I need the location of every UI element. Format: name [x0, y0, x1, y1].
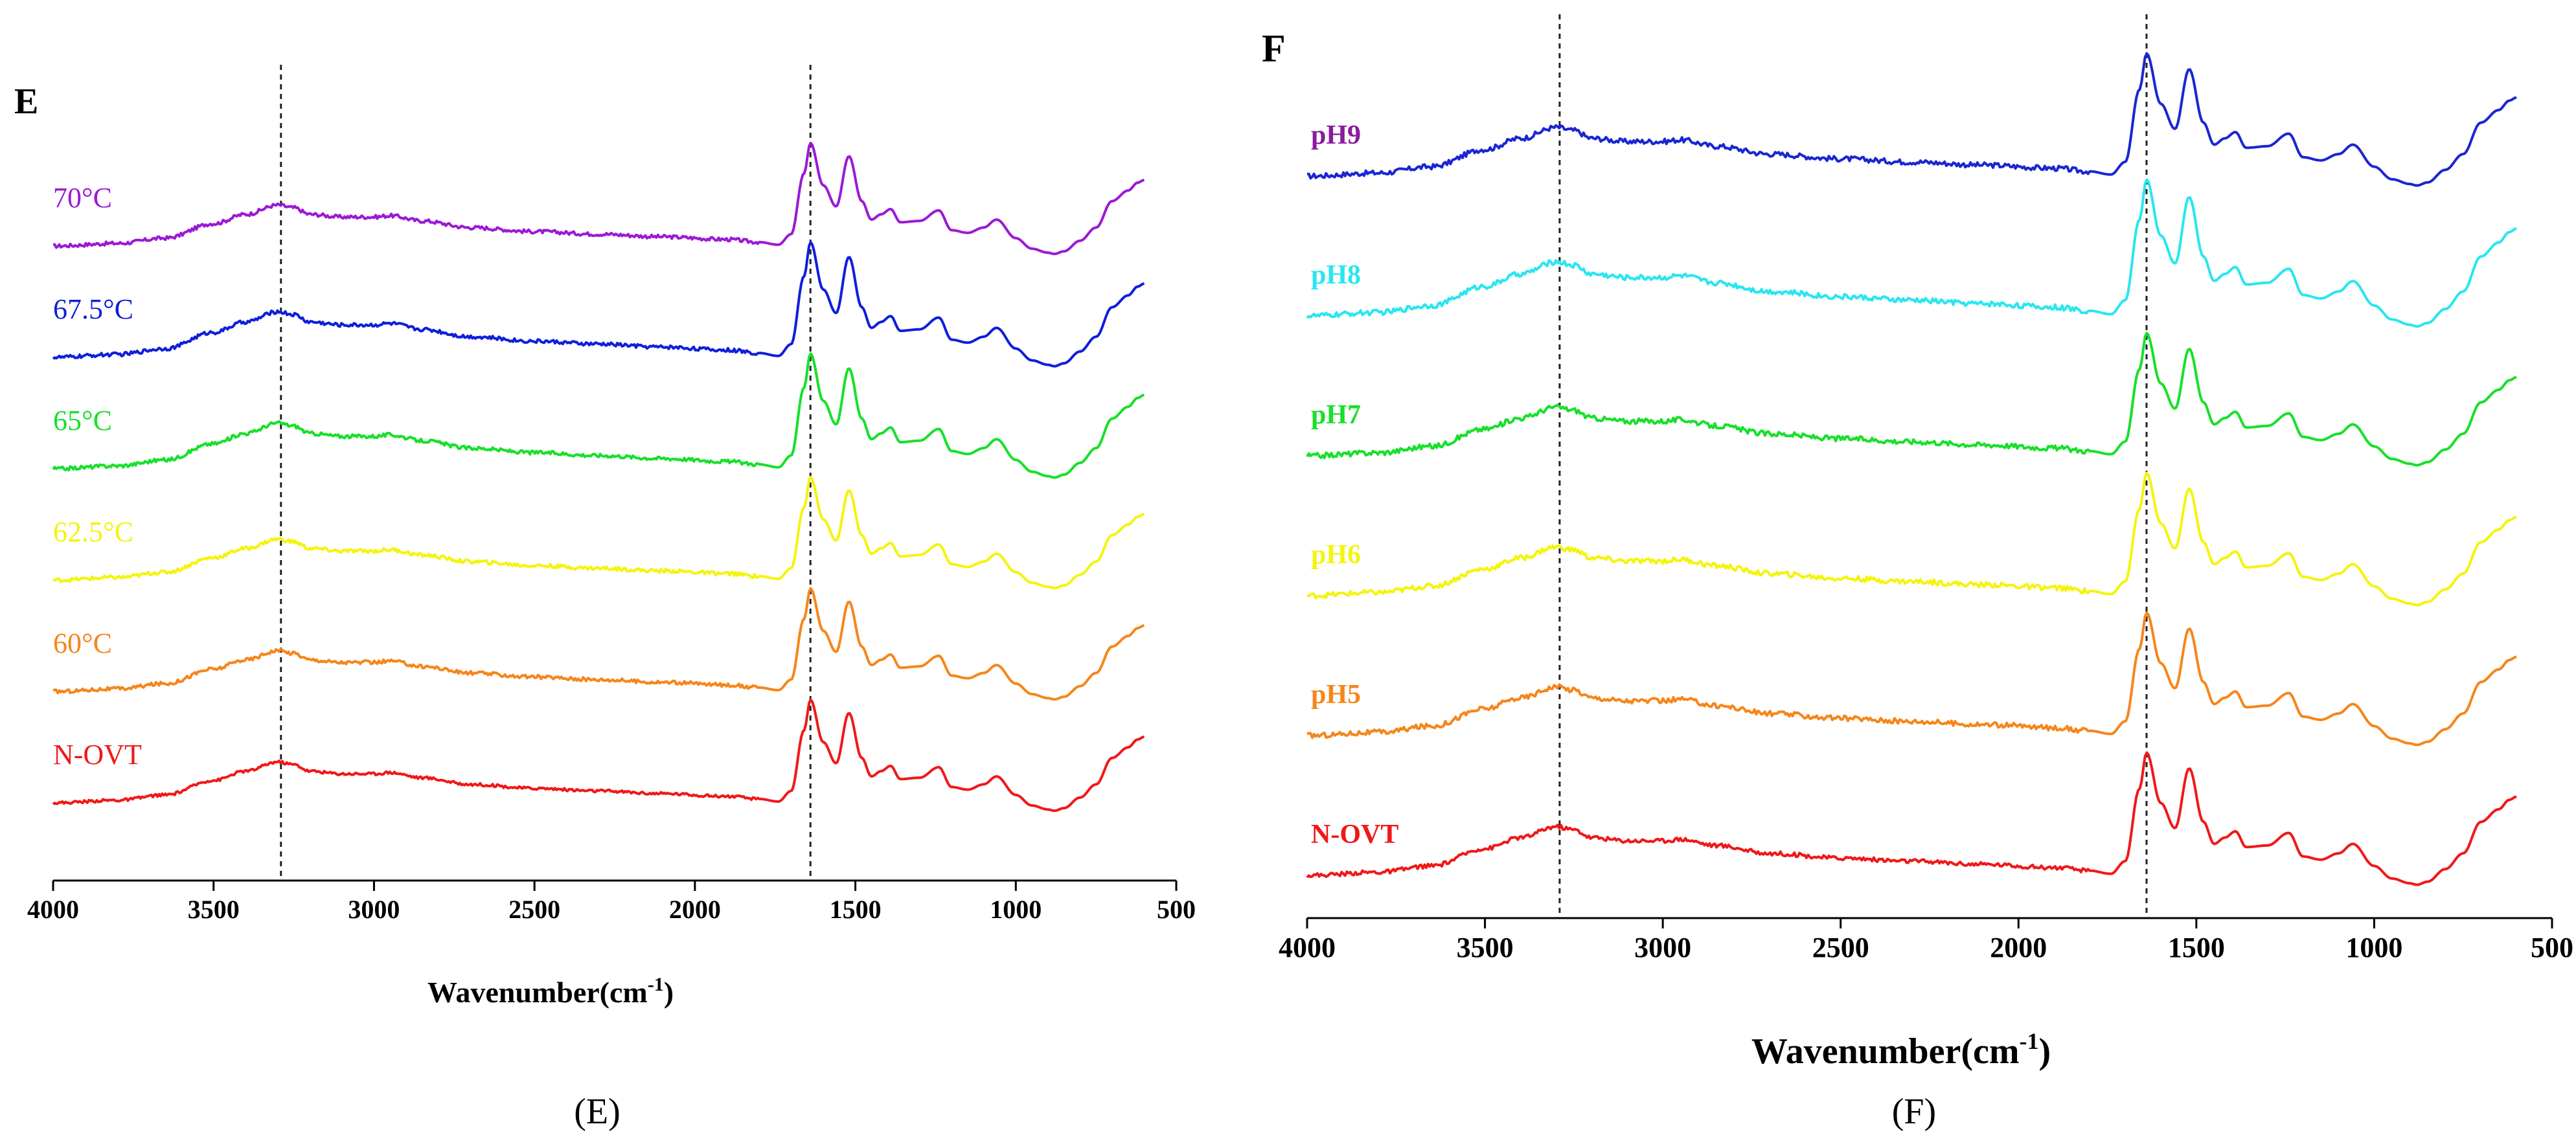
series-label: 67.5°C: [53, 293, 133, 325]
x-tick-label: 1000: [990, 895, 1042, 924]
x-tick-label: 2000: [1990, 932, 2047, 963]
series-label: pH7: [1311, 400, 1361, 430]
panel-e-series-labels: 70°C 67.5°C 65°C 62.5°C 60°C N-OVT: [53, 182, 142, 770]
series-line-62-5-c: [52, 475, 1145, 590]
x-tick-label: 3000: [348, 895, 400, 924]
x-tick-label: 2500: [1812, 932, 1869, 963]
panel-f-x-ticks: 4000 3500 3000 2500 2000 1500 1000 500: [1279, 918, 2573, 963]
panel-e-x-ticks: 4000 3500 3000 2500 2000 1500 1000 500: [27, 881, 1196, 924]
panel-f: F pH9 pH8 pH7 pH6 pH5 N-OVT 4000 3500 3000 2500 2…: [1262, 14, 2573, 1132]
series-line-67-5-c: [52, 241, 1145, 368]
x-tick-label: 3500: [188, 895, 240, 924]
series-line-65-c: [52, 352, 1145, 479]
panel-e-x-axis-title: Wavenumber(cm-1): [427, 974, 674, 1009]
panel-e-reference-lines: [280, 65, 812, 881]
series-label: 60°C: [53, 627, 112, 659]
series-label: N-OVT: [53, 739, 142, 770]
x-tick-label: 500: [2531, 932, 2573, 963]
series-label: 62.5°C: [53, 516, 133, 548]
panel-f-reference-lines: [1558, 14, 2148, 918]
x-tick-label: 4000: [1279, 932, 1336, 963]
panel-e-caption: (E): [574, 1092, 621, 1132]
series-line-ph6: [1306, 471, 2517, 607]
x-tick-label: 1000: [2345, 932, 2402, 963]
x-tick-label: 500: [1157, 895, 1196, 924]
series-line-ph5: [1306, 611, 2517, 747]
series-label: 65°C: [53, 405, 112, 436]
x-tick-label: 1500: [2168, 932, 2225, 963]
panel-f-series-labels: pH9 pH8 pH7 pH6 pH5 N-OVT: [1311, 120, 1398, 849]
panel-f-series: [1306, 52, 2517, 886]
panel-f-letter: F: [1262, 27, 1286, 70]
panel-e-letter: E: [14, 82, 38, 122]
series-label: pH8: [1311, 260, 1361, 290]
series-label: 70°C: [53, 182, 112, 214]
series-label: N-OVT: [1311, 820, 1398, 849]
x-tick-label: 3500: [1457, 932, 1514, 963]
series-line-n-ovt: [52, 698, 1145, 813]
x-tick-label: 4000: [27, 895, 79, 924]
series-label: pH5: [1311, 680, 1361, 710]
series-line-60-c: [52, 587, 1145, 701]
x-tick-label: 3000: [1634, 932, 1691, 963]
x-tick-label: 1500: [830, 895, 882, 924]
panel-e-series: [52, 141, 1145, 813]
series-line-ph8: [1306, 178, 2517, 328]
series-line-ph7: [1306, 331, 2517, 467]
series-line-ph9: [1306, 52, 2517, 187]
panel-e: E 70°C 67.5°C 65°C 62.5°C 60°C N-OVT 4000 3500…: [14, 65, 1196, 1132]
series-line-70-c: [52, 141, 1145, 256]
x-tick-label: 2000: [669, 895, 721, 924]
series-label: pH9: [1311, 120, 1361, 150]
panel-f-x-axis-title: Wavenumber(cm-1): [1751, 1028, 2051, 1072]
x-tick-label: 2500: [508, 895, 560, 924]
panel-f-caption: (F): [1892, 1092, 1936, 1132]
series-line-n-ovt: [1306, 751, 2517, 886]
series-label: pH6: [1311, 540, 1361, 570]
